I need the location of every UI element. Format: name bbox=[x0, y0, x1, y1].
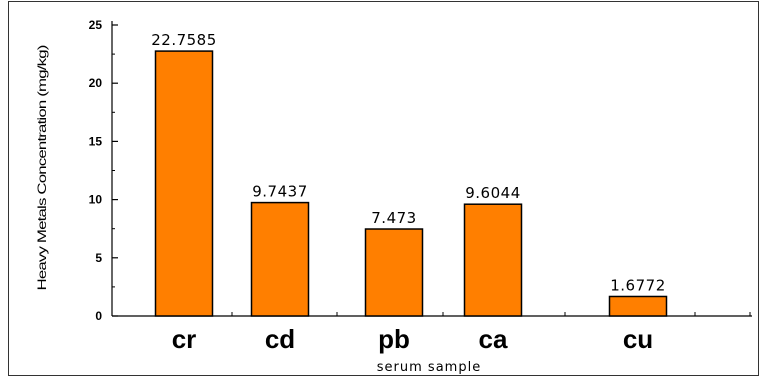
data-label-pb: 7.473 bbox=[371, 209, 416, 227]
category-label-ca: ca bbox=[479, 324, 508, 354]
y-tick-label: 25 bbox=[89, 18, 103, 32]
y-tick-label: 0 bbox=[95, 309, 102, 323]
category-label-cd: cd bbox=[265, 324, 295, 354]
bar-pb bbox=[364, 228, 424, 317]
y-tick-label: 5 bbox=[95, 251, 102, 265]
data-labels: 22.7585 9.7437 7.473 9.6044 1.6772 bbox=[151, 31, 666, 294]
category-label-pb: pb bbox=[378, 324, 410, 354]
data-label-cd: 9.7437 bbox=[252, 183, 308, 201]
bars bbox=[154, 50, 668, 317]
bar-cd bbox=[250, 201, 310, 317]
bar-cu bbox=[608, 295, 668, 317]
x-axis-title: serum sample bbox=[377, 360, 481, 375]
category-label-cu: cu bbox=[623, 324, 653, 354]
y-axis-title: Heavy Metals Concentration (mg/kg) bbox=[35, 45, 49, 291]
data-label-cu: 1.6772 bbox=[610, 276, 666, 294]
category-label-cr: cr bbox=[172, 324, 197, 354]
data-label-ca: 9.6044 bbox=[465, 184, 521, 202]
y-tick-label: 20 bbox=[89, 76, 103, 90]
bar-ca bbox=[463, 203, 523, 317]
y-tick-label: 15 bbox=[89, 134, 103, 148]
category-labels: cr cd pb ca cu bbox=[172, 324, 653, 354]
data-label-cr: 22.7585 bbox=[151, 31, 217, 49]
y-tick-label: 10 bbox=[89, 193, 103, 207]
chart-frame bbox=[8, 1, 759, 376]
bar-cr bbox=[154, 50, 214, 317]
y-axis: 0 5 10 15 20 25 bbox=[89, 18, 118, 323]
